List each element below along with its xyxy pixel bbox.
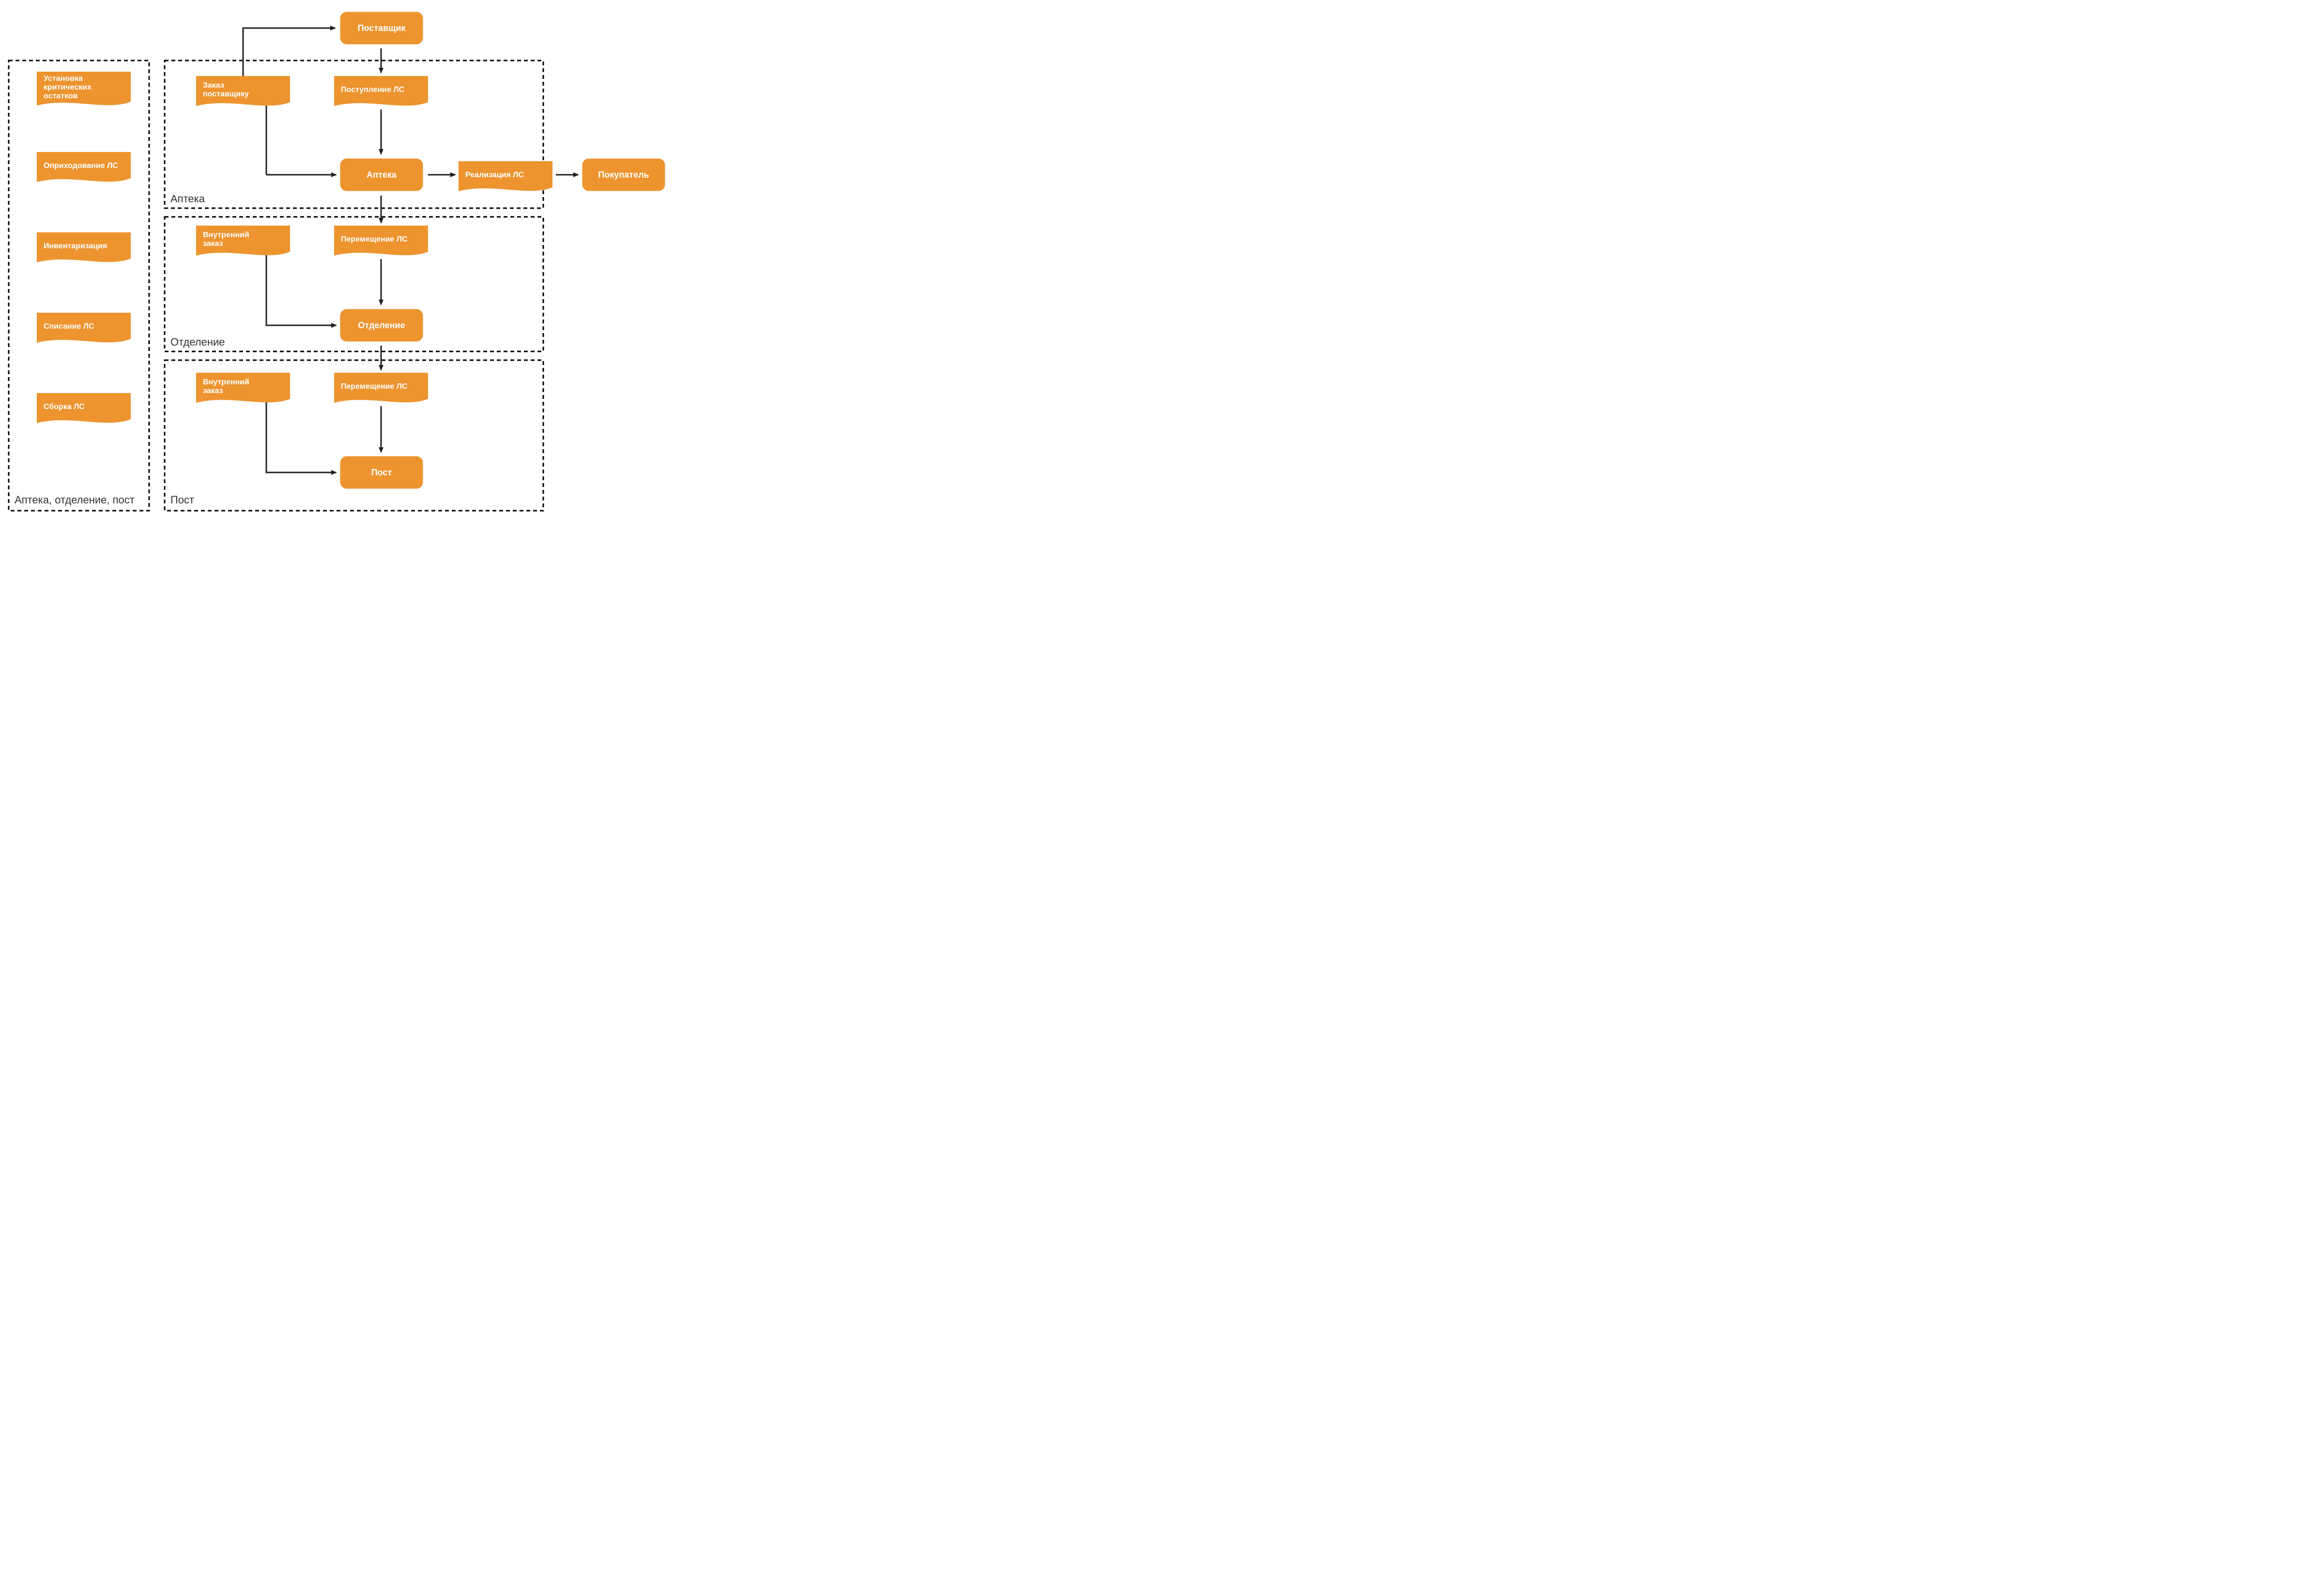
node-label: Отделение xyxy=(358,320,405,330)
d_zakaz: Заказпоставщику xyxy=(196,76,290,106)
doc-label: Внутренний xyxy=(203,378,249,386)
flowchart-root: Аптека, отделение, пост Аптека Отделение По… xyxy=(0,0,2313,520)
doc-label: Сборка ЛС xyxy=(44,403,85,411)
flow-arrow xyxy=(266,256,336,325)
n_buyer: Покупатель xyxy=(581,157,666,192)
d_vnut2: Внутреннийзаказ xyxy=(196,373,290,403)
d_spis: Списание ЛС xyxy=(37,313,131,343)
zone-label: Аптека, отделение, пост xyxy=(15,494,135,506)
n_apteka: Аптека xyxy=(339,157,424,192)
d_sborka: Сборка ЛС xyxy=(37,393,131,423)
docs-layer: Установкакритическихостатков Оприходовани… xyxy=(37,72,552,423)
z_left: Аптека, отделение, пост xyxy=(9,61,149,511)
node-label: Пост xyxy=(371,468,392,477)
doc-label: Инвентаризация xyxy=(44,242,107,250)
doc-label: критических xyxy=(44,83,92,91)
zone-label: Отделение xyxy=(170,336,225,348)
doc-label: заказ xyxy=(203,240,223,248)
doc-label: Заказ xyxy=(203,81,224,90)
d_vnut1: Внутреннийзаказ xyxy=(196,226,290,256)
doc-label: заказ xyxy=(203,387,223,395)
n_post: Пост xyxy=(339,455,424,490)
doc-label: Установка xyxy=(44,75,83,83)
zone-label: Пост xyxy=(170,494,194,506)
zone-label: Аптека xyxy=(170,193,205,205)
d_crit: Установкакритическихостатков xyxy=(37,72,131,106)
d_oprih: Оприходование ЛС xyxy=(37,152,131,182)
doc-label: остатков xyxy=(44,92,78,100)
d_perem2: Перемещение ЛС xyxy=(334,373,428,403)
doc-label: Поступление ЛС xyxy=(341,86,405,94)
flow-arrow xyxy=(243,28,335,76)
n_supplier: Поставщик xyxy=(339,11,424,46)
zones-layer: Аптека, отделение, пост Аптека Отделение По… xyxy=(9,61,543,511)
n_otdel: Отделение xyxy=(339,308,424,343)
doc-label: Внутренний xyxy=(203,231,249,239)
node-label: Поставщик xyxy=(358,23,406,33)
doc-label: Оприходование ЛС xyxy=(44,162,118,170)
doc-label: Списание ЛС xyxy=(44,322,94,331)
doc-label: Перемещение ЛС xyxy=(341,382,408,391)
doc-label: Реализация ЛС xyxy=(465,171,524,179)
node-label: Покупатель xyxy=(598,170,649,180)
d_postup: Поступление ЛС xyxy=(334,76,428,106)
flow-arrow xyxy=(266,403,336,472)
node-label: Аптека xyxy=(367,170,397,180)
d_invent: Инвентаризация xyxy=(37,232,131,262)
d_real: Реализация ЛС xyxy=(459,161,552,191)
doc-label: Перемещение ЛС xyxy=(341,235,408,243)
doc-label: поставщику xyxy=(203,90,249,98)
d_perem1: Перемещение ЛС xyxy=(334,226,428,256)
